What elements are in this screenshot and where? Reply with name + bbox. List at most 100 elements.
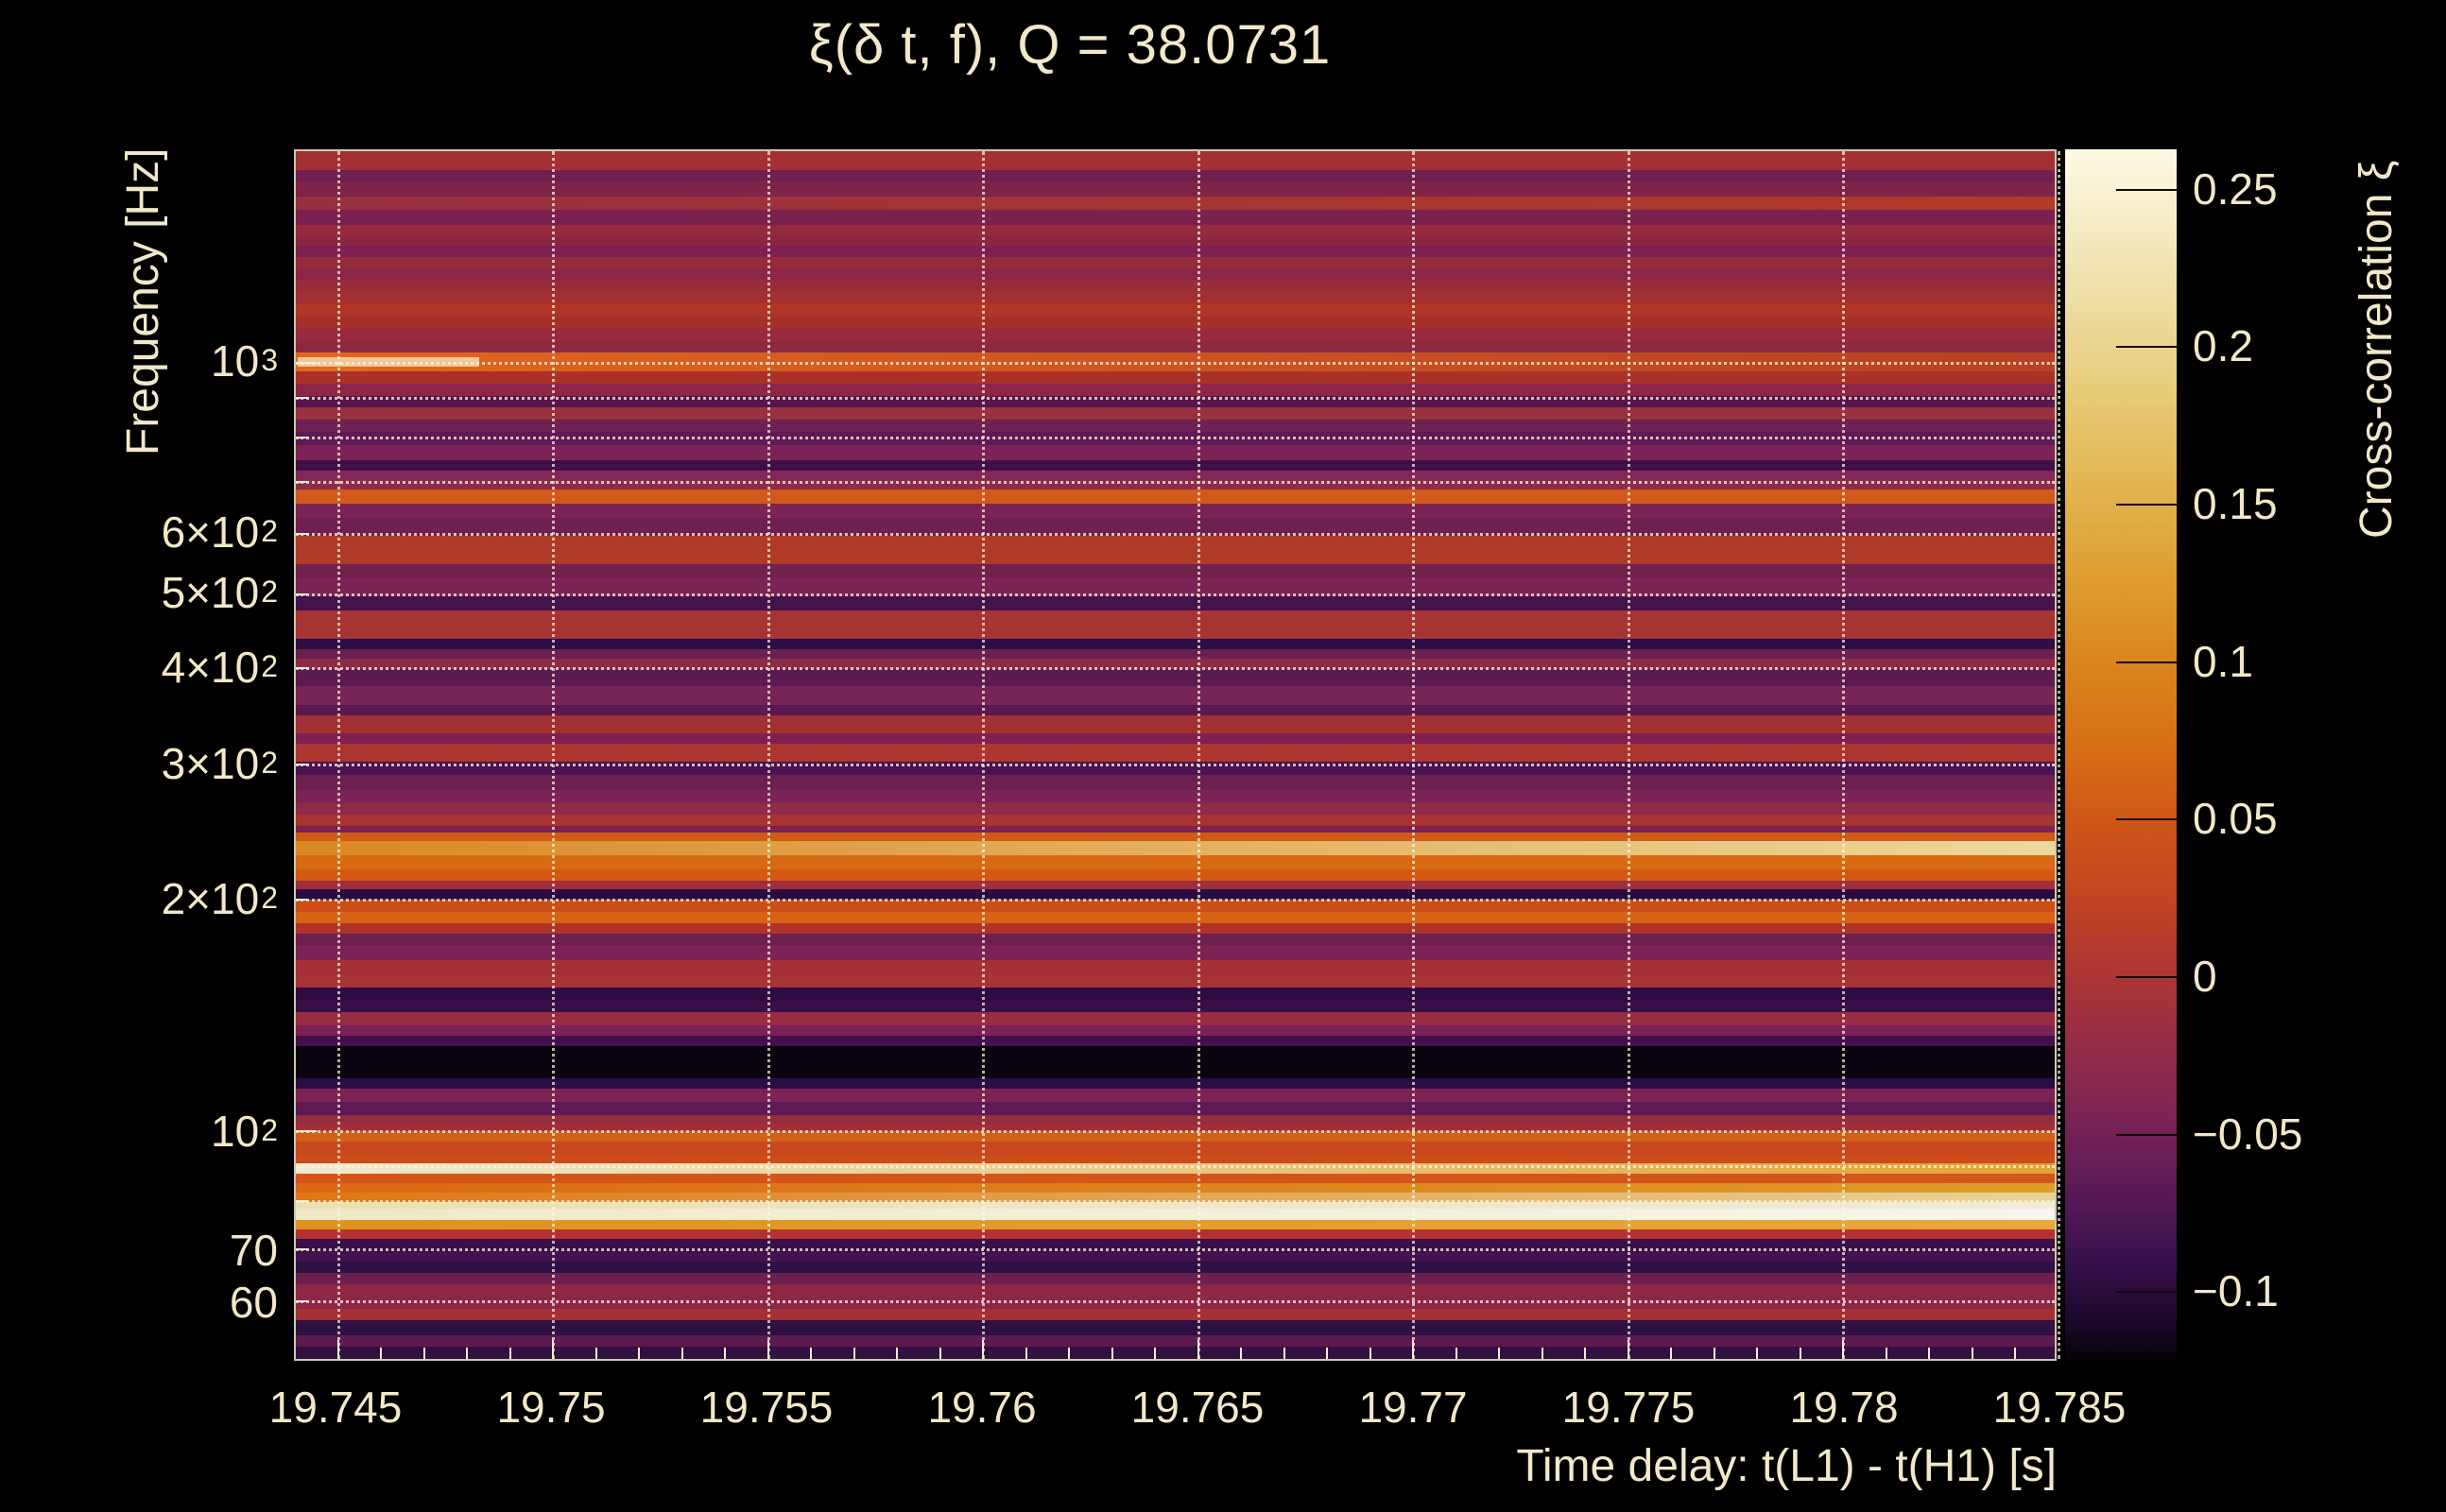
x-major-tick — [552, 1340, 555, 1359]
heatmap-band — [296, 576, 2055, 596]
x-minor-tick — [1283, 1348, 1285, 1359]
y-tick-label: 2×102 — [161, 874, 278, 923]
colorbar-tick — [2116, 818, 2177, 820]
colorbar-title: Cross-correlation ξ — [2351, 160, 2402, 539]
heatmap-band — [296, 267, 2055, 280]
heatmap-band — [296, 974, 2055, 988]
colorbar-tick — [2116, 1291, 2177, 1293]
heatmap-band — [296, 196, 2055, 210]
heatmap-band — [296, 1209, 2055, 1221]
v-gridline-19.78 — [1842, 151, 1846, 1359]
heatmap-band — [296, 180, 2055, 197]
heatmap-band — [296, 934, 2055, 946]
x-major-tick — [1197, 1340, 1199, 1359]
h-gridline-900hz — [296, 397, 2055, 401]
x-minor-tick — [853, 1348, 855, 1359]
heatmap-band — [296, 880, 2055, 889]
x-minor-tick — [638, 1348, 641, 1359]
heatmap-band — [296, 686, 2055, 706]
x-minor-tick — [939, 1348, 941, 1359]
v-gridline-19.76 — [982, 151, 986, 1359]
heatmap-band — [296, 1012, 2055, 1026]
y-tick-70hz — [296, 1248, 309, 1251]
heatmap-band — [296, 445, 2055, 460]
heatmap-band — [296, 1201, 2055, 1210]
x-minor-tick — [896, 1348, 899, 1359]
heatmap-band — [296, 235, 2055, 246]
x-tick-label: 19.745 — [268, 1383, 403, 1432]
y-tick-label: 4×102 — [161, 643, 278, 692]
heatmap-band — [296, 517, 2055, 536]
axis-tick-marks — [296, 151, 2055, 1359]
heatmap-band — [296, 1220, 2055, 1230]
heatmap-band — [296, 912, 2055, 924]
x-minor-tick — [1713, 1348, 1715, 1359]
y-tick-label: 6×102 — [161, 507, 278, 557]
heatmap-band — [296, 825, 2055, 833]
x-tick-label: 19.785 — [1992, 1383, 2127, 1432]
heatmap-band — [296, 1284, 2055, 1298]
y-tick-700hz — [296, 480, 309, 483]
heatmap-band — [296, 317, 2055, 330]
y-tick-label: 70 — [229, 1226, 278, 1275]
heatmap-band — [296, 868, 2055, 881]
heatmap-band — [296, 1114, 2055, 1125]
x-minor-tick — [1971, 1348, 1973, 1359]
heatmap-band — [296, 1309, 2055, 1321]
heatmap-band — [296, 1130, 2055, 1142]
v-gridline-19.745 — [336, 151, 340, 1359]
y-tick-200hz — [296, 898, 309, 901]
heatmap-band — [296, 420, 2055, 433]
h-gridline-100hz — [296, 1129, 2055, 1133]
colorbar-tick-label: 0.05 — [2193, 794, 2278, 843]
y-tick-300hz — [296, 763, 309, 765]
heatmap-band — [296, 384, 2055, 397]
x-minor-tick — [1326, 1348, 1329, 1359]
v-gridline-19.755 — [767, 151, 770, 1359]
heatmap-band — [296, 1077, 2055, 1089]
heatmap-band — [296, 1124, 2055, 1131]
x-minor-tick — [2014, 1348, 2017, 1359]
heatmap-band — [296, 733, 2055, 745]
heatmap-band — [296, 610, 2055, 640]
x-tick-label: 19.755 — [699, 1383, 834, 1432]
v-gridline-19.765 — [1197, 151, 1200, 1359]
colorbar-tick — [2116, 189, 2177, 191]
heatmap-band — [296, 923, 2055, 935]
heatmap-band — [296, 774, 2055, 790]
heatmap-band — [296, 1036, 2055, 1047]
h-gridline-600hz — [296, 532, 2055, 536]
x-major-tick — [1412, 1340, 1415, 1359]
x-minor-tick — [1455, 1348, 1457, 1359]
heatmap-band — [296, 1229, 2055, 1240]
heatmap-band — [296, 209, 2055, 225]
x-minor-tick — [1154, 1348, 1157, 1359]
y-tick-500hz — [296, 593, 309, 595]
h-gridline-800hz — [296, 437, 2055, 440]
x-major-tick — [1627, 1340, 1629, 1359]
x-minor-tick — [1369, 1348, 1371, 1359]
y-tick-900hz — [296, 397, 309, 400]
heatmap-band — [296, 945, 2055, 961]
h-gridline-80hz — [296, 1199, 2055, 1203]
h-gridline-60hz — [296, 1300, 2055, 1304]
y-tick-400hz — [296, 667, 309, 670]
heatmap-band — [296, 832, 2055, 841]
heatmap-band — [296, 744, 2055, 762]
heatmap-band — [296, 669, 2055, 687]
x-major-tick — [767, 1340, 769, 1359]
heatmap-band — [296, 888, 2055, 900]
colorbar-tick — [2116, 976, 2177, 978]
heatmap-band — [296, 595, 2055, 611]
x-minor-tick — [1025, 1348, 1027, 1359]
y-tick-label: 5×102 — [161, 568, 278, 617]
x-minor-tick — [1928, 1348, 1931, 1359]
heatmap-band — [296, 290, 2055, 304]
x-minor-tick — [1670, 1348, 1673, 1359]
x-minor-tick — [680, 1348, 683, 1359]
heatmap-band — [296, 1182, 2055, 1193]
heatmap-band — [296, 899, 2055, 913]
heatmap-band — [296, 988, 2055, 1002]
x-minor-tick — [1068, 1348, 1071, 1359]
